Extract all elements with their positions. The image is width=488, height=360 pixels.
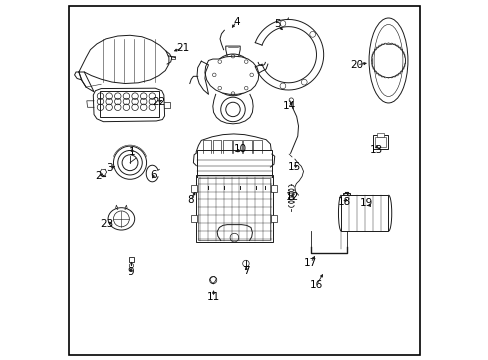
Text: 20: 20	[349, 60, 363, 70]
Text: 5: 5	[274, 19, 281, 30]
Text: 9: 9	[127, 267, 134, 277]
Text: 15: 15	[287, 162, 300, 172]
Polygon shape	[79, 35, 168, 84]
Text: 12: 12	[285, 192, 299, 202]
Text: 21: 21	[176, 42, 189, 53]
Text: 14: 14	[283, 101, 296, 111]
Text: 13: 13	[369, 145, 383, 155]
Bar	[190, 185, 197, 192]
Bar	[171, 56, 175, 59]
Text: 23: 23	[100, 219, 113, 229]
Bar	[198, 178, 270, 240]
Bar	[373, 135, 387, 149]
Text: 10: 10	[233, 144, 246, 154]
Bar	[270, 185, 277, 192]
Bar	[343, 193, 349, 199]
Bar	[100, 91, 159, 117]
Text: 2: 2	[96, 171, 102, 181]
Text: 7: 7	[243, 266, 249, 276]
Polygon shape	[204, 56, 258, 94]
Text: 3: 3	[106, 163, 113, 174]
Bar	[270, 215, 277, 222]
Bar	[190, 215, 197, 222]
Bar	[196, 150, 272, 189]
Text: 11: 11	[206, 292, 220, 302]
Bar	[128, 257, 134, 262]
Text: 18: 18	[337, 197, 350, 207]
Text: 4: 4	[233, 17, 240, 27]
Polygon shape	[93, 88, 164, 122]
Text: 1: 1	[129, 147, 135, 157]
Text: 6: 6	[150, 170, 157, 180]
Bar	[374, 137, 385, 147]
Text: 17: 17	[304, 258, 317, 268]
Bar	[196, 175, 272, 242]
Text: 19: 19	[360, 198, 373, 208]
Bar	[377, 133, 383, 137]
Text: 8: 8	[187, 195, 193, 205]
Text: 22: 22	[152, 96, 165, 107]
Text: 16: 16	[309, 280, 323, 290]
Bar	[341, 195, 387, 231]
